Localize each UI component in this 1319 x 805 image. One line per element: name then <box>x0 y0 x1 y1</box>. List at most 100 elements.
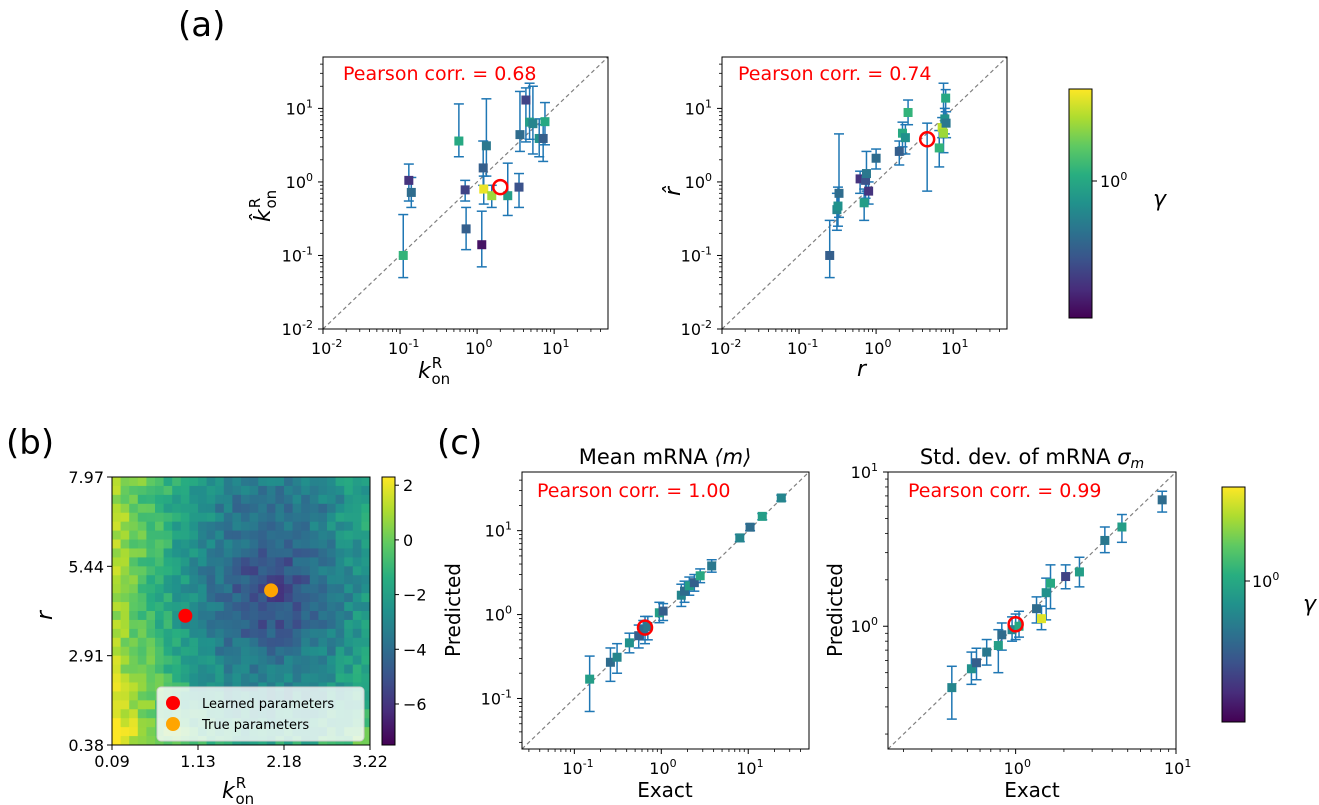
panel-label-b: (b) <box>6 423 54 463</box>
a1-pearson: Pearson corr. = 0.68 <box>343 63 537 85</box>
b-heatmap-cell <box>258 673 268 683</box>
b-heatmap-cell <box>137 727 147 737</box>
b-heatmap-cell <box>129 530 139 540</box>
b-heatmap-cell <box>352 557 362 567</box>
b-heatmap-cell <box>189 521 199 531</box>
c1-point <box>707 561 717 571</box>
b-heatmap-cell <box>146 682 156 692</box>
b-heatmap-cell <box>198 477 207 487</box>
b-heatmap-cell <box>344 566 354 576</box>
c1-point <box>638 625 648 635</box>
b-heatmap-cell <box>249 628 259 639</box>
b-heatmap-cell <box>129 485 139 496</box>
b-heatmap-cell <box>129 709 139 719</box>
b-heatmap-cell <box>352 566 362 576</box>
b-heatmap-cell <box>344 628 354 639</box>
b-heatmap-cell <box>258 664 268 674</box>
b-heatmap-cell <box>129 718 139 728</box>
c2-point <box>1100 535 1110 545</box>
b-heatmap-cell <box>318 512 328 523</box>
b-heatmap-cell <box>292 539 302 549</box>
b-heatmap-cell <box>361 628 371 639</box>
b-heatmap-cell <box>361 485 371 496</box>
b-heatmap-cell <box>318 548 328 558</box>
b-heatmap-cell <box>327 539 336 549</box>
b-heatmap-cell <box>292 664 302 674</box>
c1-ytick-label: 101 <box>485 520 512 541</box>
a1-point <box>515 130 525 140</box>
b-heatmap-cell <box>129 646 139 657</box>
b-heatmap-cell <box>309 530 319 540</box>
colorbar-b-bar <box>381 476 396 746</box>
b-legend: Learned parameters True parameters <box>156 686 365 742</box>
b-heatmap-cell <box>275 477 285 487</box>
b-heatmap-cell <box>335 521 345 531</box>
b-heatmap-cell <box>172 584 182 594</box>
b-heatmap-cell <box>327 646 336 657</box>
c1-point <box>612 652 622 662</box>
b-heatmap-cell <box>318 494 328 505</box>
b-heatmap-cell <box>112 718 121 728</box>
b-heatmap-cell <box>352 646 362 657</box>
b-heatmap-cell <box>344 619 354 630</box>
b-heatmap-cell <box>309 637 319 648</box>
b-heatmap-cell <box>301 655 311 665</box>
b-heatmap-cell <box>155 637 164 648</box>
b-heatmap-cell <box>352 611 362 621</box>
b-heatmap-cell <box>189 611 199 621</box>
b-heatmap-cell <box>258 611 268 621</box>
b-heatmap-cell <box>241 655 250 665</box>
panel-label-c: (c) <box>437 423 482 463</box>
b-heatmap-cell <box>189 557 199 567</box>
b-heatmap-cell <box>155 503 164 514</box>
b-heatmap-cell <box>120 557 130 567</box>
c1-point <box>585 674 595 684</box>
a1-errorbar <box>398 213 409 279</box>
b-heatmap-cell <box>180 557 190 567</box>
b-heatmap-cell <box>189 494 199 505</box>
b-heatmap-cell <box>309 646 319 657</box>
b-heatmap-cell <box>172 539 182 549</box>
c1-pearson: Pearson corr. = 1.00 <box>537 480 731 502</box>
b-heatmap-cell <box>318 575 328 585</box>
b-heatmap-cell <box>352 575 362 585</box>
b-heatmap-cell <box>163 512 173 523</box>
b-heatmap-cell <box>335 485 345 496</box>
b-heatmap-cell <box>198 655 207 665</box>
b-heatmap-cell <box>327 557 336 567</box>
b-heatmap-cell <box>206 530 216 540</box>
a2-pearson: Pearson corr. = 0.74 <box>738 63 932 85</box>
b-heatmap-cell <box>232 646 242 657</box>
b-heatmap-cell <box>146 521 156 531</box>
b-heatmap-cell <box>198 619 207 630</box>
b-heatmap-cell <box>266 530 276 540</box>
b-heatmap-cell <box>344 584 354 594</box>
b-heatmap-cell <box>137 700 147 710</box>
b-heatmap-cell <box>215 521 225 531</box>
b-heatmap-cell <box>112 664 121 674</box>
b-heatmap-cell <box>301 584 311 594</box>
b-heatmap-cell <box>258 646 268 657</box>
a1-errorbar <box>481 98 492 177</box>
b-heatmap-cell <box>327 575 336 585</box>
b-heatmap-cell <box>172 655 182 665</box>
b-heatmap-cell <box>163 673 173 683</box>
b-heatmap-cell <box>275 584 285 594</box>
b-heatmap-cell <box>112 602 121 612</box>
b-heatmap-cell <box>163 530 173 540</box>
colorbar-b-tick-label: −2 <box>403 586 427 605</box>
b-heatmap-cell <box>352 584 362 594</box>
b-heatmap-cell <box>206 485 216 496</box>
b-heatmap-cell <box>335 637 345 648</box>
b-heatmap-cell <box>137 477 147 487</box>
b-heatmap-cell <box>275 602 285 612</box>
b-heatmap-cell <box>361 709 371 719</box>
b-heatmap-cell <box>198 664 207 674</box>
b-heatmap-cell <box>215 503 225 514</box>
b-heatmap-cell <box>301 619 311 630</box>
c2-errorbar <box>946 665 957 720</box>
b-heatmap-cell <box>335 619 345 630</box>
b-heatmap-cell <box>249 539 259 549</box>
b-heatmap-cell <box>284 593 293 603</box>
b-heatmap-cell <box>335 602 345 612</box>
